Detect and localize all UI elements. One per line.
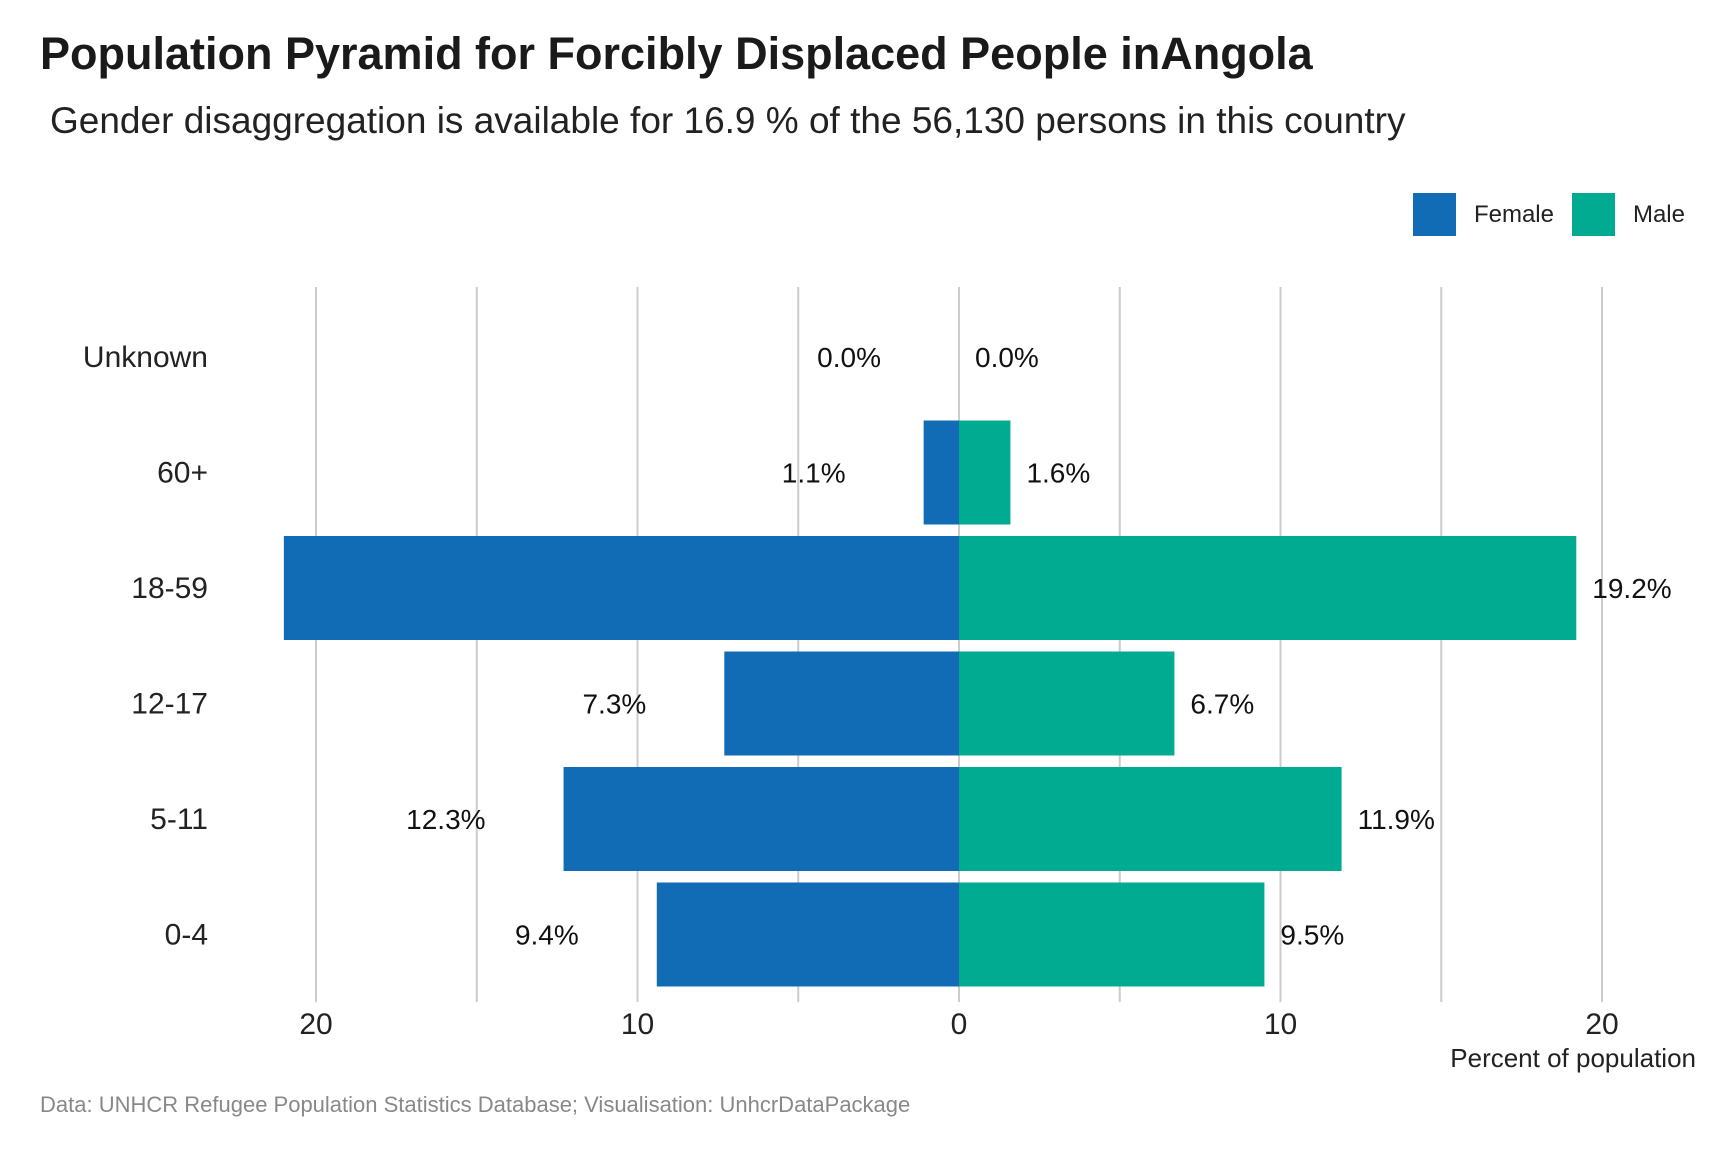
data-label-male: 11.9% (1358, 804, 1435, 835)
caption: Data: UNHCR Refugee Population Statistic… (40, 1092, 911, 1117)
bar-male-0-4 (959, 882, 1265, 987)
data-label-male: 0.0% (975, 342, 1039, 373)
legend-label-male: Male (1632, 200, 1685, 228)
data-label-male: 9.5% (1280, 920, 1344, 951)
bar-female-18-59 (283, 536, 960, 640)
data-label-female: 1.1% (782, 458, 846, 489)
category-label: Unknown (83, 341, 208, 374)
data-label-female: 9.4% (515, 920, 579, 951)
x-tick-label: 10 (1264, 1008, 1297, 1041)
x-tick-label: 20 (299, 1008, 332, 1041)
x-axis-title: Percent of population (1450, 1043, 1696, 1073)
x-tick-labels: 20 10 0 10 20 (299, 1008, 1618, 1041)
category-label: 0-4 (165, 919, 208, 952)
x-tick-label: 0 (951, 1008, 968, 1041)
legend-swatch-female (1412, 193, 1456, 236)
category-label: 12-17 (131, 688, 208, 721)
data-labels: 0.0% 0.0% 1.1% 1.6% 19.2% 7.3% 6.7% 12.3% 11.9% 9… (406, 342, 1672, 951)
bar-female-12-17 (724, 651, 959, 756)
bar-female-5-11 (563, 767, 959, 871)
data-label-male: 19.2% (1592, 573, 1671, 604)
data-label-female: 7.3% (582, 689, 646, 720)
legend: Female Male (1395, 193, 1685, 236)
bar-female-60+ (923, 420, 959, 525)
category-label: 5-11 (150, 803, 208, 836)
bar-male-12-17 (959, 651, 1175, 756)
category-label: 18-59 (131, 572, 208, 605)
grid-lines (315, 287, 1603, 1002)
bar-male-5-11 (959, 767, 1342, 871)
bar-female-0-4 (656, 882, 959, 987)
category-labels: Unknown 60+ 18-59 12-17 5-11 0-4 (83, 341, 208, 952)
chart-title: Population Pyramid for Forcibly Displace… (40, 28, 1313, 79)
legend-swatch-male (1571, 193, 1615, 236)
chart-subtitle: Gender disaggregation is available for 1… (50, 100, 1406, 141)
data-label-male: 6.7% (1190, 689, 1254, 720)
category-label: 60+ (157, 457, 208, 490)
data-label-female: 0.0% (817, 342, 881, 373)
legend-label-female: Female (1473, 200, 1554, 228)
data-label-female: 12.3% (406, 804, 485, 835)
legend-item-male: Male (1571, 193, 1685, 236)
data-label-male: 1.6% (1026, 458, 1090, 489)
x-tick-label: 20 (1585, 1008, 1618, 1041)
legend-item-female: Female (1412, 193, 1554, 236)
bars (283, 420, 1577, 987)
bar-male-60+ (959, 420, 1011, 525)
x-tick-label: 10 (621, 1008, 654, 1041)
bar-male-18-59 (959, 536, 1577, 640)
